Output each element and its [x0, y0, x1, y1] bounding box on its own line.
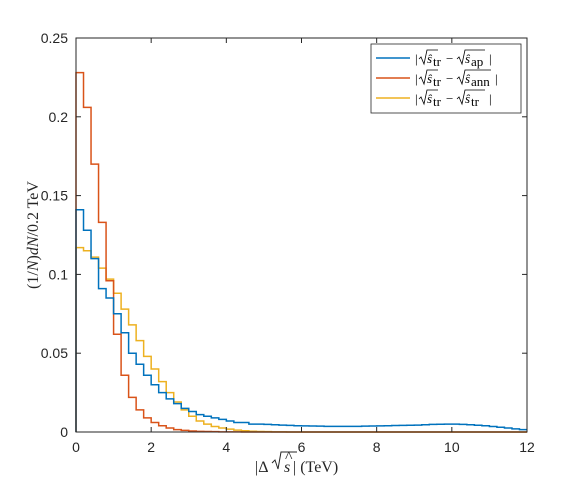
y-tick-label: 0.1 — [49, 266, 69, 282]
svg-text:(1/N)dN/0.2 TeV: (1/N)dN/0.2 TeV — [25, 181, 42, 289]
svg-text:ŝ: ŝ — [465, 51, 471, 66]
y-tick-label: 0.2 — [49, 109, 69, 125]
ticks-layer: 0 2 4 6 8 10 12 0 0.05 0.1 0.15 0.2 0.25 — [41, 30, 535, 455]
x-tick-label: 0 — [72, 439, 80, 455]
x-tick-label: 12 — [519, 439, 535, 455]
series-line-0 — [75, 209, 527, 432]
svg-text:^: ^ — [285, 449, 293, 466]
y-tick-label: 0.05 — [41, 345, 68, 361]
legend-label-2: | ŝ tr − ŝ tr | — [415, 89, 492, 109]
x-tick-label: 10 — [444, 439, 460, 455]
x-axis-label: |Δ s ^ | (TeV) — [255, 449, 338, 476]
legend-label-1: | ŝ tr − ŝ ann | — [415, 69, 498, 89]
svg-text:tr: tr — [471, 94, 480, 109]
svg-text:ŝ: ŝ — [427, 71, 433, 86]
svg-text:ŝ: ŝ — [465, 91, 471, 106]
svg-text:| (TeV): | (TeV) — [293, 459, 338, 476]
legend: | ŝ tr − ŝ ap || ŝ tr − ŝ ann || ŝ tr − ŝ tr | — [370, 43, 522, 114]
svg-text:−: − — [446, 71, 453, 86]
svg-text:s: s — [284, 459, 290, 476]
svg-text:ŝ: ŝ — [427, 91, 433, 106]
svg-text:ap: ap — [471, 54, 483, 69]
x-tick-label: 8 — [373, 439, 381, 455]
x-tick-label: 2 — [147, 439, 155, 455]
svg-text:ŝ: ŝ — [427, 51, 433, 66]
svg-text:|: | — [495, 71, 498, 86]
svg-text:|: | — [415, 91, 418, 106]
x-tick-label: 6 — [298, 439, 306, 455]
svg-text:ann: ann — [471, 74, 490, 89]
y-tick-label: 0.15 — [41, 188, 68, 204]
x-tick-label: 4 — [222, 439, 230, 455]
svg-text:−: − — [446, 91, 453, 106]
svg-text:tr: tr — [433, 74, 442, 89]
svg-text:|: | — [489, 51, 492, 66]
svg-text:−: − — [446, 51, 453, 66]
svg-text:tr: tr — [433, 94, 442, 109]
svg-text:|: | — [415, 71, 418, 86]
legend-label-0: | ŝ tr − ŝ ap | — [415, 49, 492, 69]
svg-text:|Δ: |Δ — [255, 459, 269, 476]
svg-text:tr: tr — [433, 54, 442, 69]
y-axis-label: (1/N)dN/0.2 TeV — [25, 181, 42, 289]
y-tick-label: 0.25 — [41, 30, 68, 46]
svg-text:|: | — [489, 91, 492, 106]
svg-text:ŝ: ŝ — [465, 71, 471, 86]
svg-text:|: | — [415, 51, 418, 66]
y-tick-label: 0 — [60, 424, 68, 440]
